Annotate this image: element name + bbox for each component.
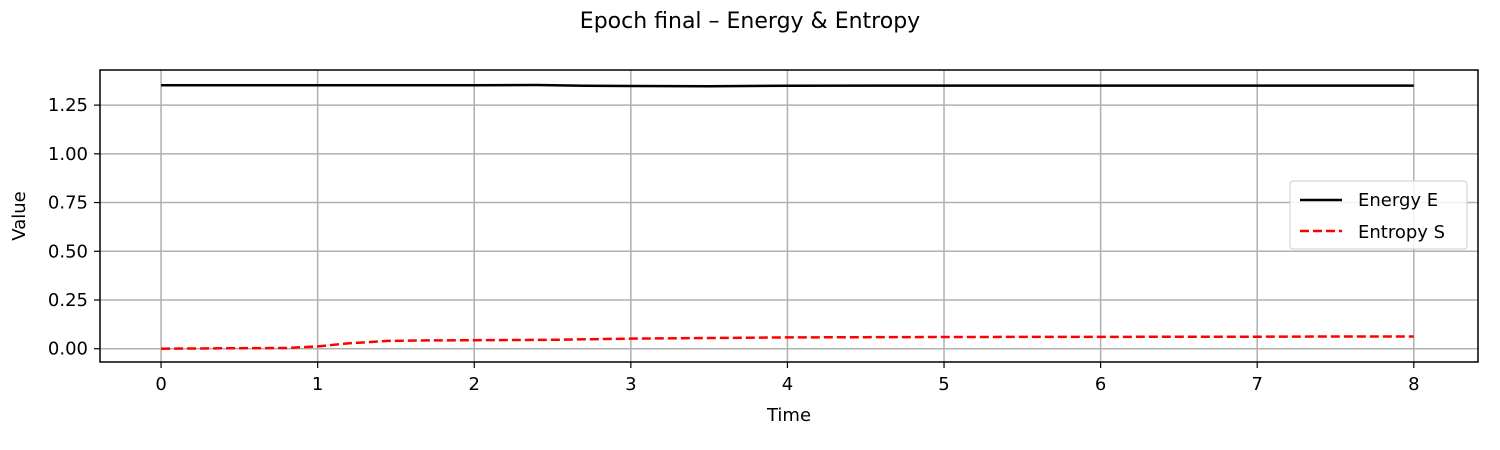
series-line-energy (161, 83, 1414, 88)
x-axis-ticks: 0 1 2 3 4 5 6 7 8 (155, 362, 1420, 395)
series-line-entropy (161, 335, 1414, 350)
y-tick-label: 0.00 (48, 339, 88, 360)
y-axis-ticks: 0.00 0.25 0.50 0.75 1.00 1.25 (48, 95, 100, 360)
legend: Energy E Entropy S (1289, 180, 1468, 250)
x-tick-label: 7 (1251, 374, 1262, 395)
x-axis-label: Time (766, 405, 811, 426)
legend-label-entropy: Entropy S (1358, 222, 1445, 243)
y-tick-label: 0.25 (48, 290, 88, 311)
x-tick-label: 3 (625, 374, 636, 395)
x-tick-label: 4 (782, 374, 793, 395)
x-tick-label: 1 (312, 374, 323, 395)
y-tick-label: 0.75 (48, 193, 88, 214)
y-tick-label: 1.25 (48, 95, 88, 116)
y-axis-label: Value (9, 191, 30, 240)
x-tick-label: 6 (1095, 374, 1106, 395)
series-layer (161, 83, 1414, 350)
legend-label-energy: Energy E (1358, 190, 1438, 211)
x-tick-label: 0 (155, 374, 166, 395)
x-tick-label: 5 (938, 374, 949, 395)
y-tick-label: 1.00 (48, 144, 88, 165)
chart-title: Epoch final – Energy & Entropy (580, 9, 920, 34)
y-tick-label: 0.50 (48, 241, 88, 262)
grid (100, 70, 1478, 362)
plot-frame (99, 69, 1479, 363)
x-tick-label: 2 (469, 374, 480, 395)
x-tick-label: 8 (1408, 374, 1419, 395)
